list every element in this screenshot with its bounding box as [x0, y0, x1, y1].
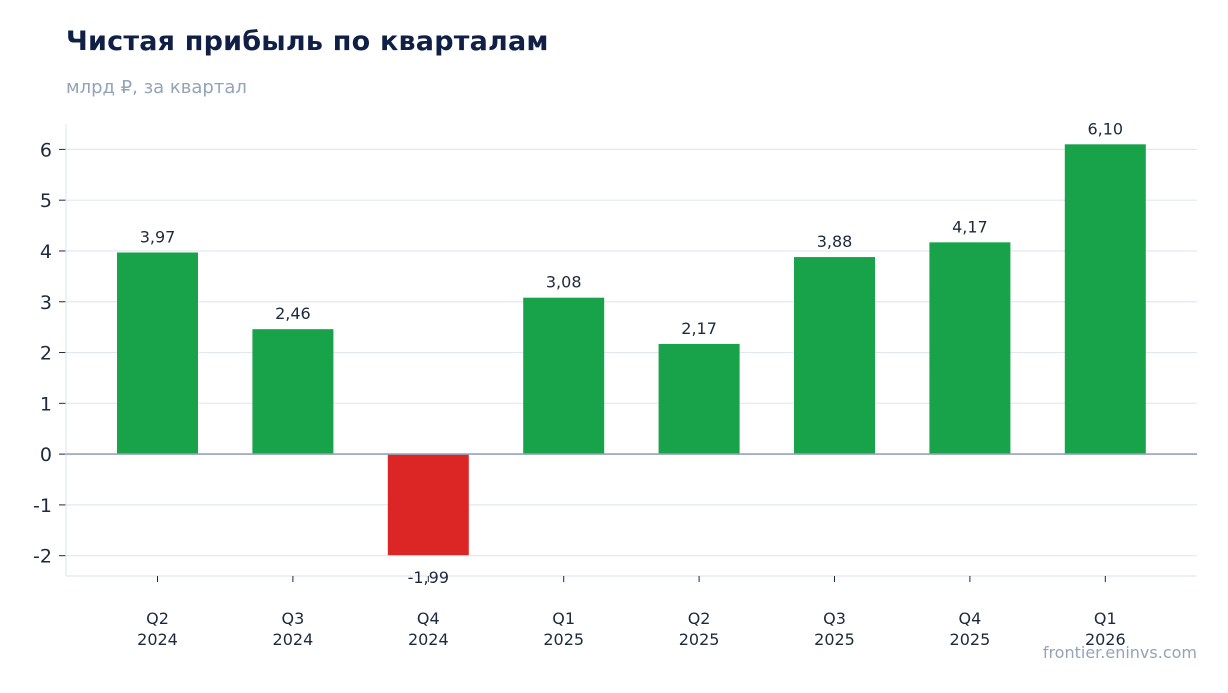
x-tick-label: Q3	[282, 609, 305, 628]
bar	[252, 329, 334, 455]
y-tick-label: 3	[40, 292, 52, 314]
chart-subtitle: млрд ₽, за квартал	[66, 77, 247, 98]
x-tick-label: 2025	[950, 630, 991, 649]
bar	[658, 343, 740, 455]
x-tick-label: 2025	[679, 630, 720, 649]
y-tick-label: 2	[40, 343, 52, 365]
data-label: 3,97	[140, 227, 176, 246]
y-tick-label: 4	[40, 241, 52, 263]
chart-title: Чистая прибыль по кварталам	[66, 26, 549, 57]
data-label: -1,99	[408, 568, 449, 587]
y-tick-label: 6	[40, 139, 52, 161]
data-label: 2,17	[681, 319, 717, 338]
x-tick-label: 2024	[273, 630, 314, 649]
x-tick-label: 2025	[814, 630, 855, 649]
bar	[1064, 144, 1146, 455]
bar	[929, 242, 1011, 455]
x-tick-label: 2024	[137, 630, 178, 649]
y-tick-label: 1	[40, 393, 52, 415]
x-tick-label: Q4	[959, 609, 982, 628]
x-tick-label: 2025	[543, 630, 584, 649]
y-tick-label: -2	[33, 546, 52, 568]
x-tick-label: Q2	[688, 609, 711, 628]
y-tick-label: -1	[33, 495, 52, 517]
data-labels: 3,97 2,46 -1,99 3,08 2,17 3,88 4,17 6,10	[140, 119, 1123, 587]
data-label: 6,10	[1087, 119, 1123, 138]
data-label: 3,08	[546, 273, 582, 292]
y-tick-label: 0	[40, 444, 52, 466]
x-tick-label: Q4	[417, 609, 440, 628]
data-label: 4,17	[952, 217, 988, 236]
x-tick-label: 2024	[408, 630, 449, 649]
axes: -2 -1 0 1 2 3 4 5 6 Q2 2024 Q3 2024 Q4 2024 Q1 2025 Q2 202…	[33, 124, 1197, 649]
source-watermark: frontier.eninvs.com	[1042, 643, 1197, 662]
bar	[794, 257, 875, 455]
y-tick-label: 5	[40, 190, 52, 212]
data-label: 3,88	[817, 232, 853, 251]
x-tick-label: 2026	[1085, 630, 1126, 649]
grid-lines	[66, 148, 1197, 557]
data-label: 2,46	[275, 304, 311, 323]
x-tick-label: Q3	[823, 609, 846, 628]
x-tick-label: Q1	[1094, 609, 1117, 628]
bar	[117, 252, 198, 455]
x-tick-label: Q2	[146, 609, 169, 628]
x-tick-label: Q1	[552, 609, 575, 628]
bars	[66, 144, 1197, 556]
bar	[387, 454, 469, 556]
bar	[523, 297, 605, 455]
